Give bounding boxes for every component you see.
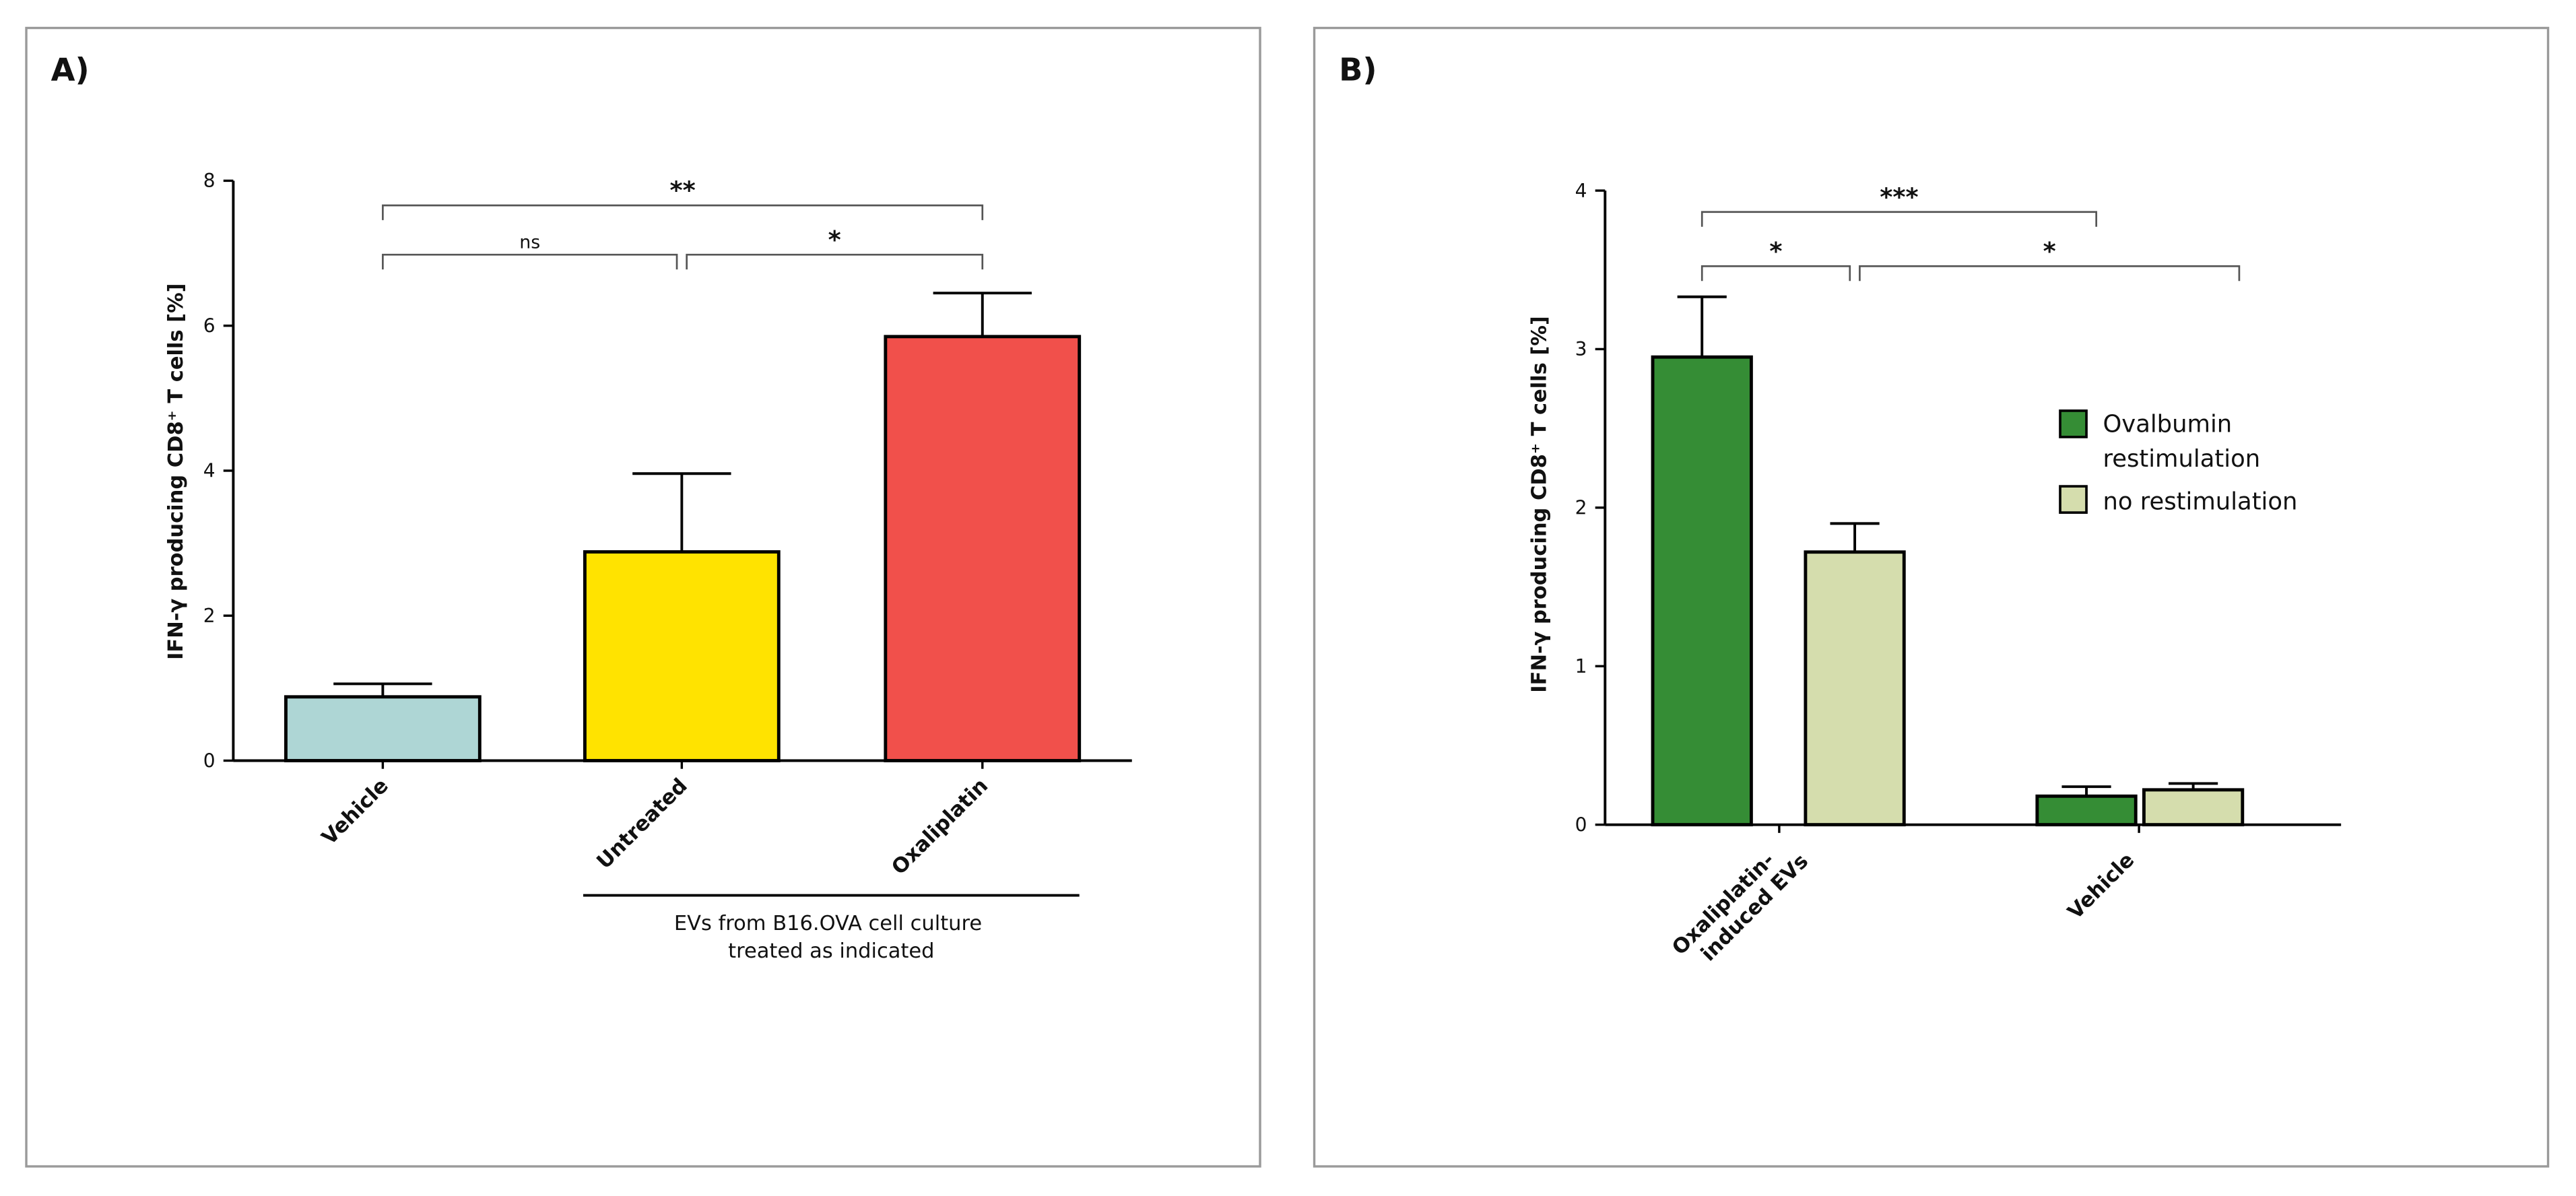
b-y-tick-label-1: 1	[1575, 655, 1587, 677]
a-y-tick-label-4: 8	[203, 170, 216, 192]
a-error-bars	[333, 292, 1032, 697]
a-y-tick-label-3: 6	[203, 314, 216, 337]
b-error-bars	[1677, 295, 2218, 797]
b-bar-s1-c0	[1804, 550, 1906, 827]
b-sig-triple-label: ***	[1880, 182, 1918, 211]
a-bar-untreated	[583, 550, 781, 762]
a-sig-ns-label: ns	[519, 232, 540, 253]
panel-a-label: A)	[51, 52, 90, 88]
a-y-tick-label-1: 2	[203, 605, 216, 627]
legend-label-no-restimulation: no restimulation	[2103, 488, 2297, 515]
b-bar-s0-c0	[1651, 355, 1753, 827]
a-group-annotation-line-1: EVs from B16.OVA cell culture	[674, 912, 982, 935]
legend-swatch-ovalbumin	[2059, 409, 2088, 438]
b-y-tick-label-4: 4	[1575, 180, 1587, 202]
b-legend: Ovalbumin restimulation no restimulation	[2059, 409, 2297, 515]
b-sig-inner-label: *	[1769, 236, 1782, 265]
legend-label-ovalbumin-line-1: Ovalbumin	[2103, 411, 2232, 438]
a-y-ticks: 0 2 4 6 8	[203, 170, 234, 772]
a-sig-star-line	[686, 253, 984, 270]
b-y-ticks: 0 1 2 3 4	[1575, 180, 1606, 836]
b-bars	[1651, 355, 2245, 827]
b-significance-brackets: * ****	[1700, 182, 2241, 281]
b-sig-inner-line	[1700, 265, 1851, 281]
legend-label-ovalbumin: Ovalbumin restimulation	[2103, 411, 2260, 473]
b-y-tick-label-2: 2	[1575, 497, 1587, 519]
panel-b-frame	[1313, 26, 2550, 1168]
panel-b-label: B)	[1339, 52, 1377, 88]
legend-swatch-no-restimulation	[2059, 485, 2088, 514]
a-sig-ns-line	[382, 253, 678, 270]
b-bar-s1-c1	[2142, 788, 2245, 827]
a-significance-brackets: ns ***	[382, 176, 984, 270]
a-sig-double-line	[382, 204, 984, 220]
b-bar-s0-c1	[2035, 794, 2138, 827]
b-y-tick-label-3: 3	[1575, 338, 1587, 360]
b-y-axis-label: IFN-γ producing CD8⁺ T cells [%]	[1527, 316, 1551, 692]
a-group-annotation-line-2: treated as indicated	[728, 939, 934, 963]
b-sig-right-line	[1859, 265, 2241, 281]
a-sig-double-label: **	[669, 176, 695, 205]
a-y-tick-label-2: 4	[203, 460, 216, 482]
a-sig-star-label: *	[828, 225, 841, 254]
legend-label-ovalbumin-line-2: restimulation	[2103, 445, 2260, 473]
a-group-annotation: EVs from B16.OVA cell culture treated as…	[674, 912, 989, 963]
a-bar-vehicle	[284, 695, 482, 762]
b-sig-right-label: *	[2043, 236, 2056, 265]
a-y-axis-label: IFN-γ producing CD8⁺ T cells [%]	[164, 283, 188, 660]
b-sig-triple-line	[1700, 211, 2098, 227]
b-y-tick-label-0: 0	[1575, 813, 1587, 836]
a-y-tick-label-0: 0	[203, 750, 216, 772]
a-bar-oxaliplatin	[884, 335, 1082, 762]
